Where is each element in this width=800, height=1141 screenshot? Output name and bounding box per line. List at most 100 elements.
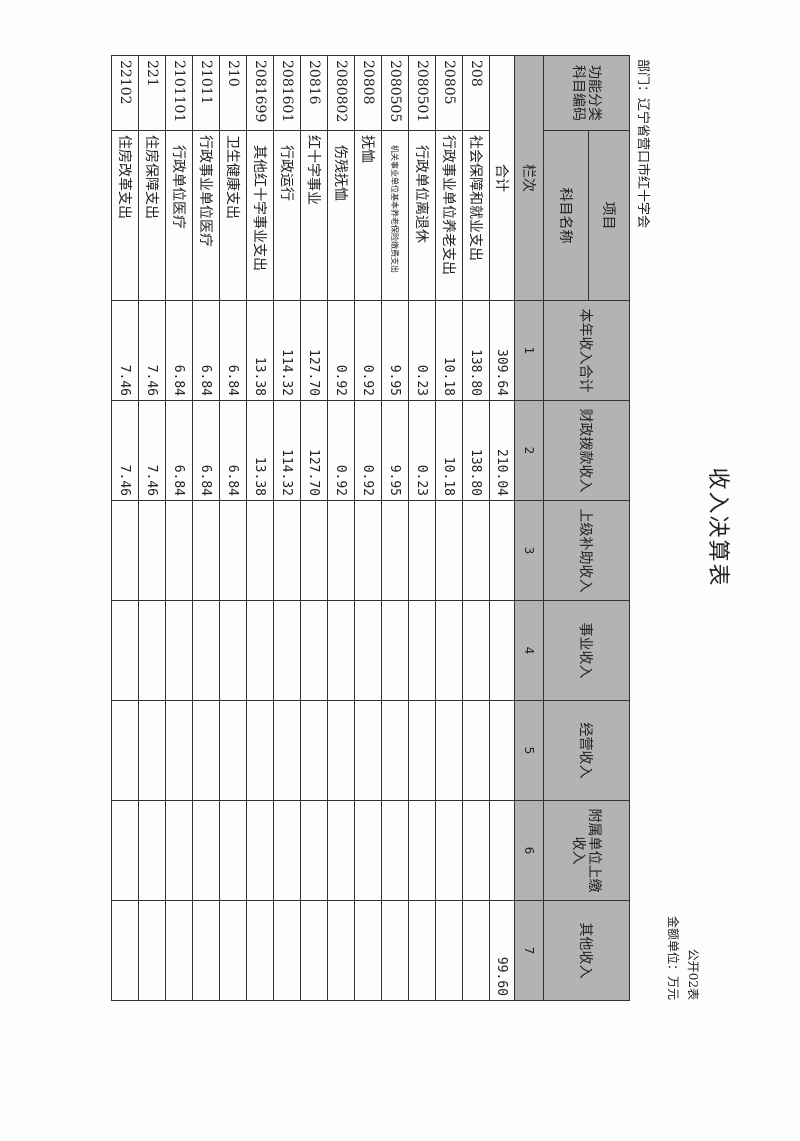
row-name: 伤残抚恤 <box>327 130 355 301</box>
table-row: 22102 住房改革支出 7.46 7.46 <box>111 55 139 1001</box>
row-value <box>111 500 139 601</box>
row-code: 2081601 <box>273 55 301 131</box>
row-value <box>381 700 409 801</box>
row-value <box>462 700 490 801</box>
row-value <box>192 600 220 701</box>
row-value <box>273 900 301 1001</box>
row-name: 住房保障支出 <box>138 130 166 301</box>
table-row: 2081601 行政运行 114.32 114.32 <box>273 55 301 1001</box>
row-value: 0.92 <box>327 300 355 401</box>
row-value <box>219 500 247 601</box>
row-value <box>111 600 139 701</box>
value-header: 事业收入 <box>543 600 630 701</box>
row-value: 13.38 <box>246 400 274 501</box>
row-code: 20816 <box>300 55 328 131</box>
total-value <box>489 700 515 801</box>
row-value <box>192 500 220 601</box>
row-value <box>219 600 247 701</box>
row-value: 0.23 <box>408 300 436 401</box>
seq-label: 栏次 <box>514 55 544 301</box>
row-value <box>381 800 409 901</box>
row-value <box>327 900 355 1001</box>
form-number: 公开02表 <box>686 948 700 1000</box>
row-value <box>138 800 166 901</box>
row-code: 208 <box>462 55 490 131</box>
row-value: 6.84 <box>192 300 220 401</box>
row-value <box>138 700 166 801</box>
row-value: 114.32 <box>273 400 301 501</box>
row-value <box>273 500 301 601</box>
total-value: 99.60 <box>489 900 515 1001</box>
total-value <box>489 800 515 901</box>
row-value <box>354 500 382 601</box>
value-header: 经营收入 <box>543 700 630 801</box>
row-name: 行政事业单位养老支出 <box>435 130 463 301</box>
row-value <box>165 700 193 801</box>
row-value <box>435 900 463 1001</box>
row-value <box>219 800 247 901</box>
table-row: 20808 抚恤 0.92 0.92 <box>354 55 382 1001</box>
row-value <box>462 900 490 1001</box>
row-name: 红十字事业 <box>300 130 328 301</box>
seq-number: 2 <box>514 400 544 501</box>
department-label: 部门：辽宁省营口市红十字会 <box>635 59 650 229</box>
row-value <box>219 900 247 1001</box>
total-value <box>489 500 515 601</box>
name-header: 科目名称 <box>543 130 589 301</box>
row-value <box>300 500 328 601</box>
row-value <box>327 600 355 701</box>
row-value <box>327 800 355 901</box>
table-row: 221 住房保障支出 7.46 7.46 <box>138 55 166 1001</box>
table-row: 210 卫生健康支出 6.84 6.84 <box>219 55 247 1001</box>
row-value <box>354 700 382 801</box>
row-value: 6.84 <box>219 300 247 401</box>
row-value: 9.95 <box>381 300 409 401</box>
total-value: 210.04 <box>489 400 515 501</box>
row-value <box>408 700 436 801</box>
row-value <box>192 800 220 901</box>
seq-number: 3 <box>514 500 544 601</box>
seq-number: 7 <box>514 900 544 1001</box>
row-value <box>354 600 382 701</box>
row-value <box>435 700 463 801</box>
table-row: 2101101 行政单位医疗 6.84 6.84 <box>165 55 193 1001</box>
row-value <box>165 600 193 701</box>
row-code: 2081699 <box>246 55 274 131</box>
row-code: 21011 <box>192 55 220 131</box>
row-code: 2080802 <box>327 55 355 131</box>
row-value: 9.95 <box>381 400 409 501</box>
row-value: 0.92 <box>354 300 382 401</box>
row-value <box>327 700 355 801</box>
table-row: 208 社会保障和就业支出 138.80 138.80 <box>462 55 490 1001</box>
row-name: 卫生健康支出 <box>219 130 247 301</box>
row-value <box>408 800 436 901</box>
total-value: 309.64 <box>489 300 515 401</box>
row-code: 221 <box>138 55 166 131</box>
table-row: 2080802 伤残抚恤 0.92 0.92 <box>327 55 355 1001</box>
row-code: 2080505 <box>381 55 409 131</box>
row-value: 6.84 <box>165 300 193 401</box>
row-value <box>462 600 490 701</box>
total-value <box>489 600 515 701</box>
row-value <box>246 800 274 901</box>
row-value <box>381 900 409 1001</box>
row-value: 6.84 <box>165 400 193 501</box>
row-name: 住房改革支出 <box>111 130 139 301</box>
row-value: 6.84 <box>192 400 220 501</box>
row-value <box>192 700 220 801</box>
row-value: 13.38 <box>246 300 274 401</box>
row-value: 114.32 <box>273 300 301 401</box>
row-name: 行政单位离退休 <box>408 130 436 301</box>
amount-unit: 金额单位：万元 <box>666 915 680 1000</box>
row-value: 10.18 <box>435 400 463 501</box>
document-title: 收入决算表 <box>705 467 730 588</box>
row-value <box>246 900 274 1001</box>
row-value: 138.80 <box>462 300 490 401</box>
row-value <box>273 700 301 801</box>
row-value: 7.46 <box>138 400 166 501</box>
row-value: 0.23 <box>408 400 436 501</box>
code-header: 功能分类科目编码 <box>543 55 630 131</box>
row-value <box>300 600 328 701</box>
row-value <box>408 900 436 1001</box>
row-value <box>246 700 274 801</box>
